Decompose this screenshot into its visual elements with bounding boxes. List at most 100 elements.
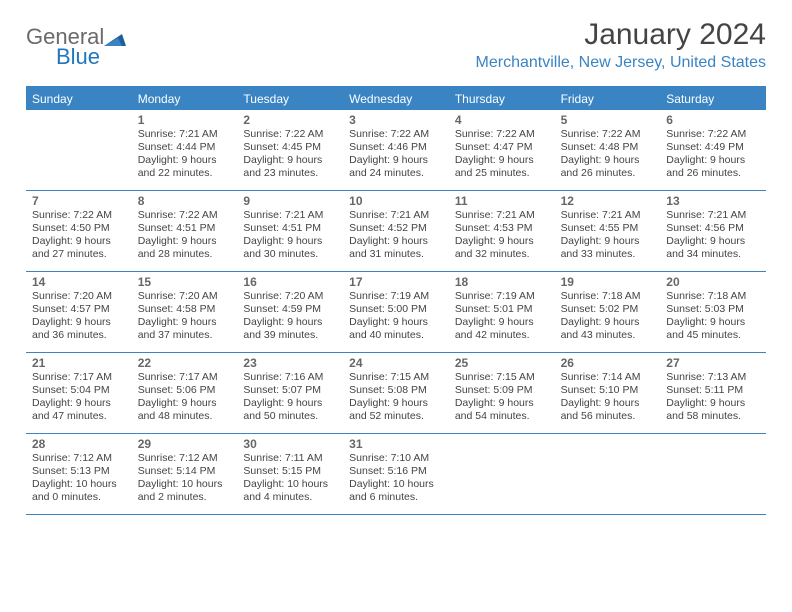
day-cell: 8Sunrise: 7:22 AMSunset: 4:51 PMDaylight… bbox=[132, 191, 238, 271]
week-row: 28Sunrise: 7:12 AMSunset: 5:13 PMDayligh… bbox=[26, 434, 766, 515]
day-ss: Sunset: 5:10 PM bbox=[561, 384, 655, 397]
day-dl2: and 50 minutes. bbox=[243, 410, 337, 423]
day-number: 12 bbox=[561, 194, 655, 208]
day-sr: Sunrise: 7:22 AM bbox=[561, 128, 655, 141]
day-cell: 3Sunrise: 7:22 AMSunset: 4:46 PMDaylight… bbox=[343, 110, 449, 190]
day-number: 6 bbox=[666, 113, 760, 127]
day-number: 26 bbox=[561, 356, 655, 370]
month-title: January 2024 bbox=[476, 18, 766, 52]
day-number: 27 bbox=[666, 356, 760, 370]
day-sr: Sunrise: 7:20 AM bbox=[138, 290, 232, 303]
day-number: 28 bbox=[32, 437, 126, 451]
week-row: 14Sunrise: 7:20 AMSunset: 4:57 PMDayligh… bbox=[26, 272, 766, 353]
day-ss: Sunset: 4:58 PM bbox=[138, 303, 232, 316]
day-cell: 13Sunrise: 7:21 AMSunset: 4:56 PMDayligh… bbox=[660, 191, 766, 271]
day-dl1: Daylight: 9 hours bbox=[243, 316, 337, 329]
day-dl1: Daylight: 9 hours bbox=[455, 154, 549, 167]
day-number: 15 bbox=[138, 275, 232, 289]
day-ss: Sunset: 5:09 PM bbox=[455, 384, 549, 397]
day-cell: 26Sunrise: 7:14 AMSunset: 5:10 PMDayligh… bbox=[555, 353, 661, 433]
day-dl2: and 30 minutes. bbox=[243, 248, 337, 261]
day-number: 20 bbox=[666, 275, 760, 289]
day-number: 5 bbox=[561, 113, 655, 127]
day-ss: Sunset: 5:16 PM bbox=[349, 465, 443, 478]
day-dl1: Daylight: 9 hours bbox=[561, 316, 655, 329]
day-number: 19 bbox=[561, 275, 655, 289]
triangle-icon bbox=[104, 30, 126, 51]
day-dl2: and 6 minutes. bbox=[349, 491, 443, 504]
day-ss: Sunset: 4:51 PM bbox=[243, 222, 337, 235]
day-dl1: Daylight: 9 hours bbox=[349, 235, 443, 248]
day-cell: 2Sunrise: 7:22 AMSunset: 4:45 PMDaylight… bbox=[237, 110, 343, 190]
day-cell bbox=[449, 434, 555, 514]
day-cell: 18Sunrise: 7:19 AMSunset: 5:01 PMDayligh… bbox=[449, 272, 555, 352]
day-dl1: Daylight: 9 hours bbox=[243, 397, 337, 410]
day-number: 8 bbox=[138, 194, 232, 208]
day-ss: Sunset: 4:47 PM bbox=[455, 141, 549, 154]
day-dl2: and 43 minutes. bbox=[561, 329, 655, 342]
weeks-container: 1Sunrise: 7:21 AMSunset: 4:44 PMDaylight… bbox=[26, 110, 766, 515]
day-ss: Sunset: 4:49 PM bbox=[666, 141, 760, 154]
day-sr: Sunrise: 7:22 AM bbox=[349, 128, 443, 141]
day-ss: Sunset: 5:11 PM bbox=[666, 384, 760, 397]
day-dl2: and 28 minutes. bbox=[138, 248, 232, 261]
day-number: 18 bbox=[455, 275, 549, 289]
day-number: 29 bbox=[138, 437, 232, 451]
day-number: 2 bbox=[243, 113, 337, 127]
day-sr: Sunrise: 7:21 AM bbox=[455, 209, 549, 222]
day-sr: Sunrise: 7:13 AM bbox=[666, 371, 760, 384]
day-sr: Sunrise: 7:18 AM bbox=[666, 290, 760, 303]
day-cell: 28Sunrise: 7:12 AMSunset: 5:13 PMDayligh… bbox=[26, 434, 132, 514]
day-cell: 7Sunrise: 7:22 AMSunset: 4:50 PMDaylight… bbox=[26, 191, 132, 271]
day-ss: Sunset: 4:44 PM bbox=[138, 141, 232, 154]
day-dl2: and 0 minutes. bbox=[32, 491, 126, 504]
day-dl1: Daylight: 9 hours bbox=[349, 397, 443, 410]
day-dl1: Daylight: 9 hours bbox=[349, 154, 443, 167]
day-sr: Sunrise: 7:10 AM bbox=[349, 452, 443, 465]
day-cell: 23Sunrise: 7:16 AMSunset: 5:07 PMDayligh… bbox=[237, 353, 343, 433]
header: GeneralBlue January 2024 Merchantville, … bbox=[0, 0, 792, 78]
day-cell: 29Sunrise: 7:12 AMSunset: 5:14 PMDayligh… bbox=[132, 434, 238, 514]
day-dl2: and 23 minutes. bbox=[243, 167, 337, 180]
day-ss: Sunset: 4:53 PM bbox=[455, 222, 549, 235]
day-ss: Sunset: 5:06 PM bbox=[138, 384, 232, 397]
day-dl2: and 42 minutes. bbox=[455, 329, 549, 342]
week-row: 7Sunrise: 7:22 AMSunset: 4:50 PMDaylight… bbox=[26, 191, 766, 272]
day-cell: 24Sunrise: 7:15 AMSunset: 5:08 PMDayligh… bbox=[343, 353, 449, 433]
day-sr: Sunrise: 7:20 AM bbox=[243, 290, 337, 303]
day-sr: Sunrise: 7:19 AM bbox=[455, 290, 549, 303]
day-dl1: Daylight: 10 hours bbox=[138, 478, 232, 491]
day-ss: Sunset: 5:15 PM bbox=[243, 465, 337, 478]
day-dl1: Daylight: 9 hours bbox=[455, 235, 549, 248]
day-dl1: Daylight: 9 hours bbox=[561, 397, 655, 410]
title-block: January 2024 Merchantville, New Jersey, … bbox=[476, 18, 766, 72]
dow-thursday: Thursday bbox=[449, 88, 555, 110]
logo: GeneralBlue bbox=[26, 18, 126, 50]
day-sr: Sunrise: 7:22 AM bbox=[138, 209, 232, 222]
week-row: 21Sunrise: 7:17 AMSunset: 5:04 PMDayligh… bbox=[26, 353, 766, 434]
dow-monday: Monday bbox=[132, 88, 238, 110]
day-dl1: Daylight: 9 hours bbox=[455, 397, 549, 410]
day-cell: 20Sunrise: 7:18 AMSunset: 5:03 PMDayligh… bbox=[660, 272, 766, 352]
day-number: 9 bbox=[243, 194, 337, 208]
dow-sunday: Sunday bbox=[26, 88, 132, 110]
dow-saturday: Saturday bbox=[660, 88, 766, 110]
day-ss: Sunset: 4:51 PM bbox=[138, 222, 232, 235]
day-sr: Sunrise: 7:12 AM bbox=[32, 452, 126, 465]
day-cell: 31Sunrise: 7:10 AMSunset: 5:16 PMDayligh… bbox=[343, 434, 449, 514]
day-cell: 21Sunrise: 7:17 AMSunset: 5:04 PMDayligh… bbox=[26, 353, 132, 433]
day-number: 16 bbox=[243, 275, 337, 289]
day-cell bbox=[26, 110, 132, 190]
day-dl1: Daylight: 9 hours bbox=[138, 154, 232, 167]
day-dl2: and 4 minutes. bbox=[243, 491, 337, 504]
day-dl1: Daylight: 9 hours bbox=[561, 235, 655, 248]
day-dl1: Daylight: 9 hours bbox=[666, 316, 760, 329]
day-cell: 27Sunrise: 7:13 AMSunset: 5:11 PMDayligh… bbox=[660, 353, 766, 433]
dow-row: Sunday Monday Tuesday Wednesday Thursday… bbox=[26, 88, 766, 110]
day-sr: Sunrise: 7:17 AM bbox=[138, 371, 232, 384]
day-dl2: and 37 minutes. bbox=[138, 329, 232, 342]
day-dl2: and 58 minutes. bbox=[666, 410, 760, 423]
day-dl2: and 22 minutes. bbox=[138, 167, 232, 180]
day-cell: 11Sunrise: 7:21 AMSunset: 4:53 PMDayligh… bbox=[449, 191, 555, 271]
day-dl2: and 31 minutes. bbox=[349, 248, 443, 261]
